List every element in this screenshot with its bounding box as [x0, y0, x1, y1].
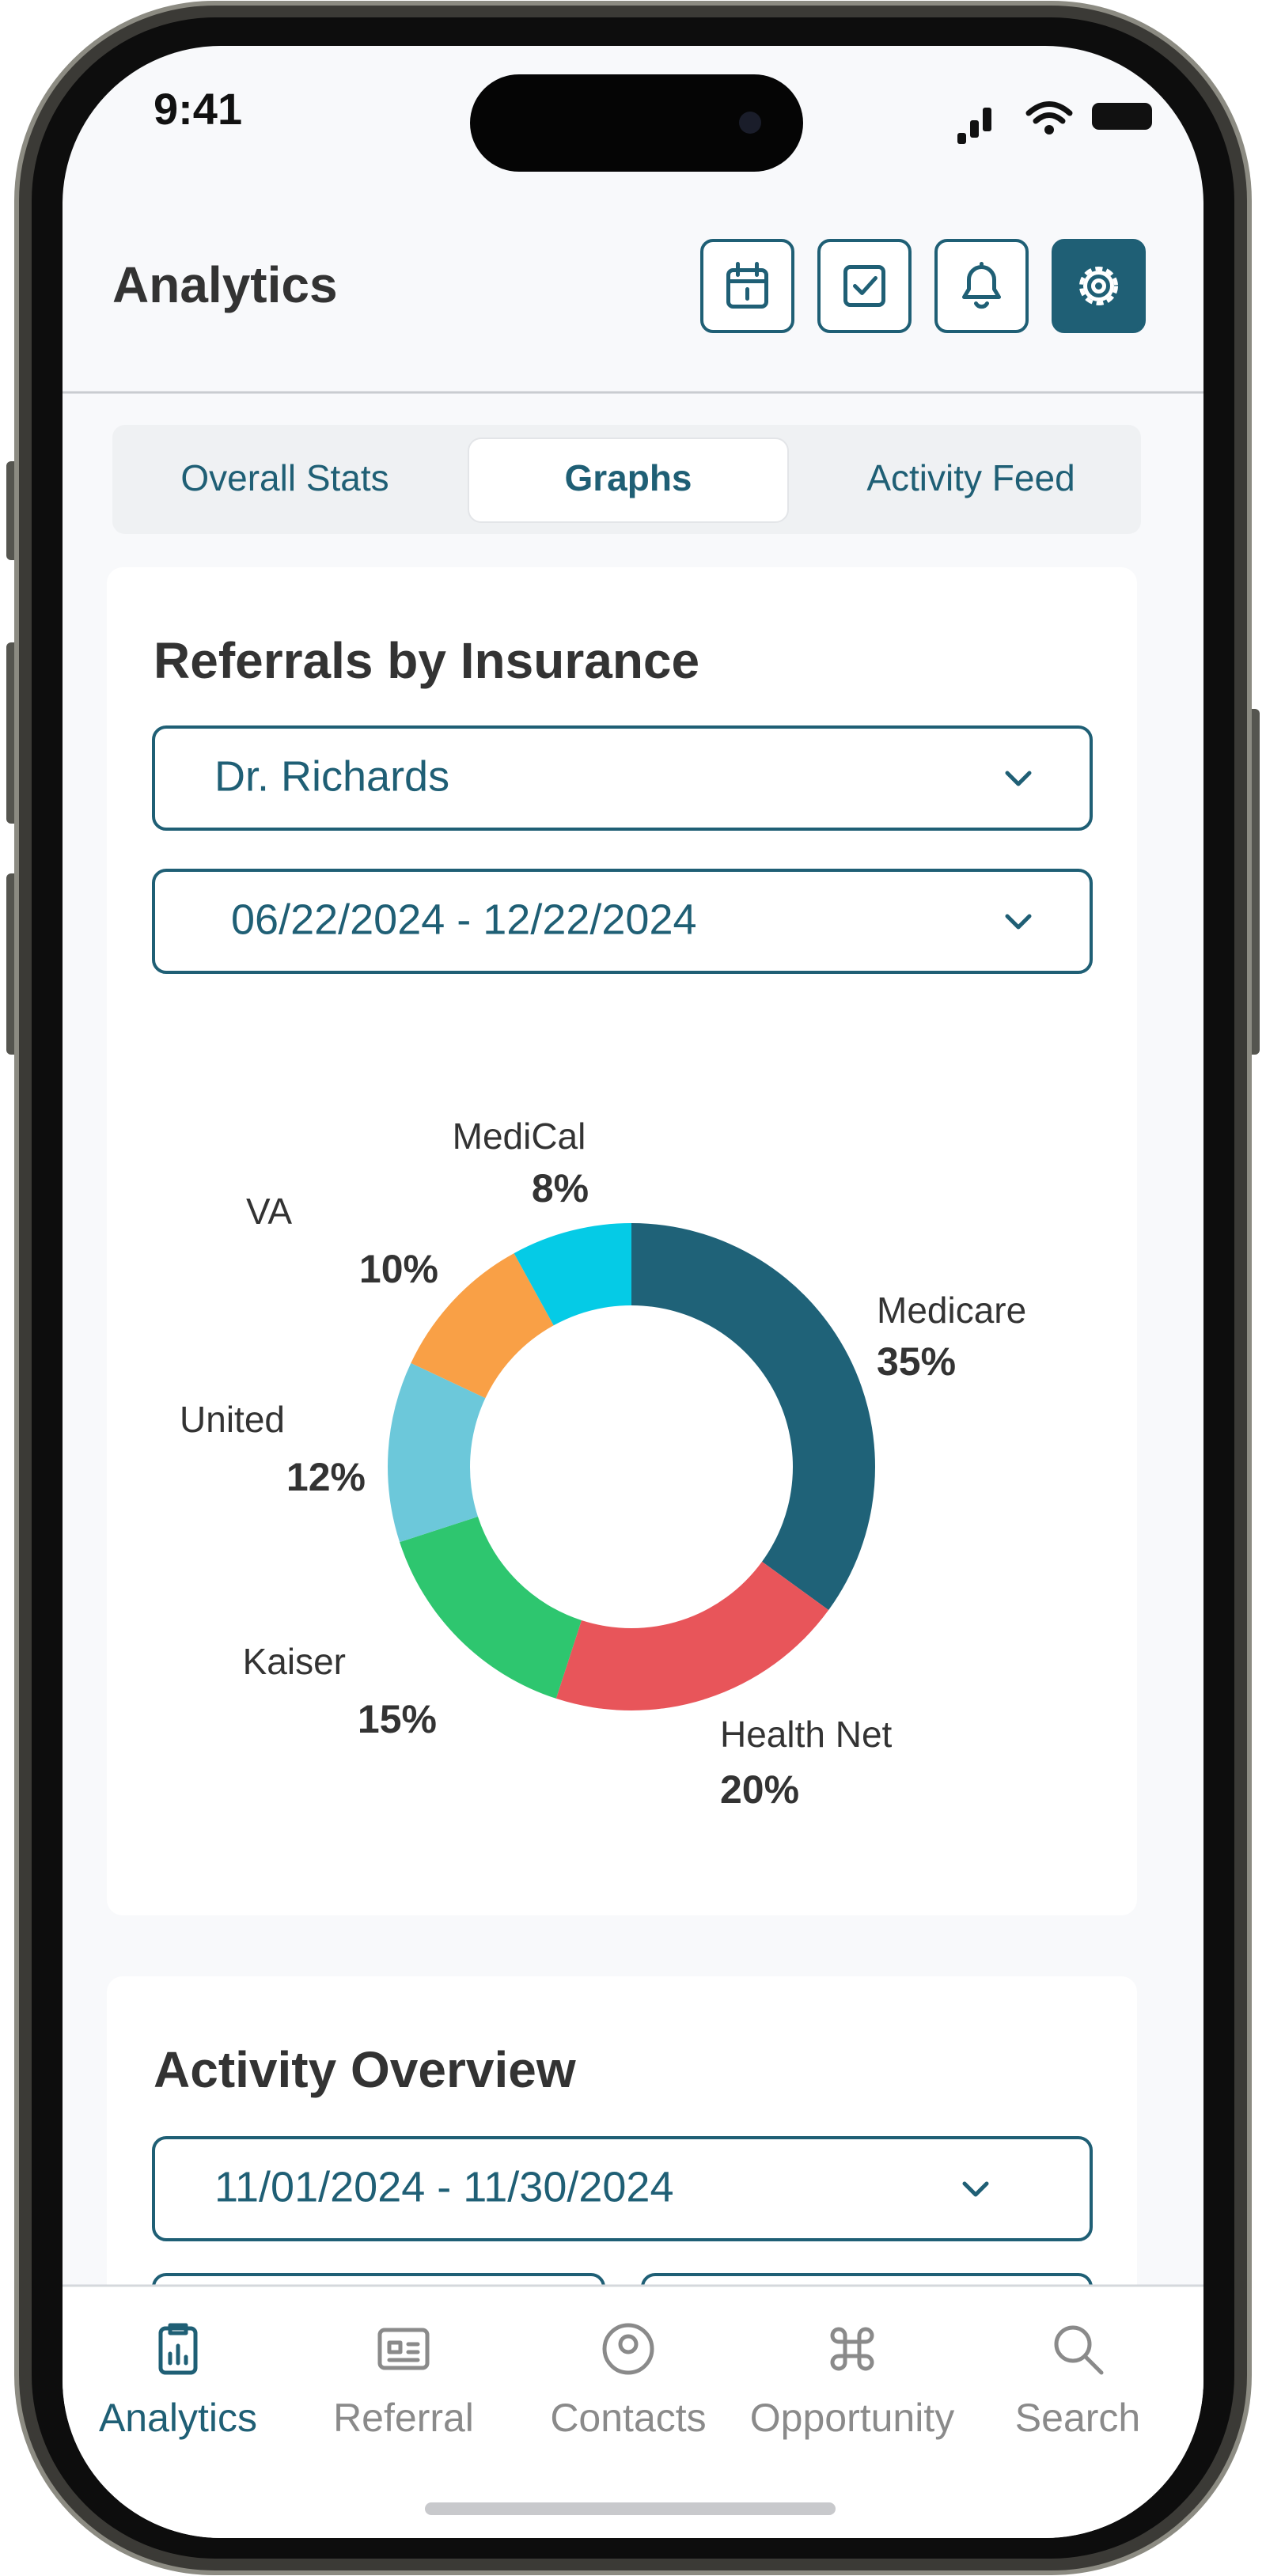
dropdown-value: 11/01/2024 - 11/30/2024 [214, 2163, 674, 2210]
pie-slice [400, 1517, 582, 1699]
pie-slice [631, 1223, 875, 1611]
signal-bar [983, 108, 991, 131]
active-tab [468, 438, 789, 523]
card-title: Referrals by Insurance [154, 632, 699, 689]
dropdown[interactable]: 11/01/2024 - 11/30/2024 [152, 2136, 1093, 2241]
nav-icon [618, 2334, 639, 2354]
tab-label[interactable]: Graphs [564, 457, 692, 498]
pie-slice [388, 1362, 486, 1543]
chevron [962, 2181, 989, 2197]
slice-value-label: 12% [286, 1455, 366, 1499]
nav-icon [830, 2327, 874, 2371]
task-icon [843, 265, 885, 307]
icon-button-frame [1052, 239, 1146, 333]
calendar-icon [726, 268, 768, 309]
header-icon-button[interactable] [700, 239, 794, 333]
battery [1092, 103, 1152, 130]
gear-icon [1079, 267, 1118, 305]
slice-value-label: 20% [720, 1767, 799, 1812]
slice-name: MediCal [453, 1116, 586, 1157]
tab-label[interactable]: Overall Stats [180, 457, 389, 498]
camera [739, 112, 761, 134]
gear-icon [1083, 271, 1114, 301]
nav-item[interactable]: Analytics [99, 2323, 257, 2440]
slice-name: Kaiser [243, 1641, 346, 1682]
dynamic-island [470, 74, 803, 172]
nav-item[interactable]: Opportunity [750, 2327, 954, 2440]
header-icon-button[interactable] [817, 239, 912, 333]
wifi-icon [1025, 101, 1073, 124]
nav-icon [602, 2323, 654, 2375]
slice-name: Health Net [720, 1714, 893, 1755]
nav-item[interactable]: Contacts [550, 2323, 707, 2440]
card-title: Activity Overview [154, 2041, 576, 2098]
bell-icon [962, 262, 1001, 309]
icon-button-frame [700, 239, 794, 333]
slice-name: VA [246, 1191, 292, 1232]
pie-slice [555, 1561, 829, 1710]
chevron [1005, 771, 1032, 786]
slice-value-label: 15% [358, 1697, 437, 1741]
icon-button-frame [817, 239, 912, 333]
nav-label: Referral [333, 2396, 474, 2440]
pie-slice [411, 1253, 554, 1399]
nav-icon [158, 2326, 198, 2375]
header-icon-button[interactable] [934, 239, 1029, 333]
nav-icon [377, 2328, 430, 2370]
bottom-nav [63, 2286, 1203, 2538]
gear-icon [1091, 278, 1106, 294]
dropdown[interactable]: Dr. Richards [152, 725, 1093, 831]
slice-name: Medicare [877, 1290, 1026, 1331]
nav-icon [1082, 2354, 1104, 2375]
nav-label: Opportunity [750, 2396, 954, 2440]
dropdown-value: 06/22/2024 - 12/22/2024 [231, 896, 697, 943]
chevron [1005, 914, 1032, 930]
page-title: Analytics [112, 256, 338, 313]
dropdown-frame [152, 869, 1093, 974]
screen: 9:41 Analytics Overall Stats Graphs Activity… [63, 46, 1203, 2538]
icon-button-frame [934, 239, 1029, 333]
wifi-dot [1044, 125, 1054, 134]
slice-value-label: 8% [532, 1166, 589, 1210]
nav-item[interactable]: Referral [333, 2328, 474, 2440]
nav-label: Search [1015, 2396, 1140, 2440]
dropdown-frame [152, 725, 1093, 831]
signal-bar [957, 133, 966, 144]
dropdown-value: Dr. Richards [214, 752, 449, 800]
slice-value-label: 35% [877, 1339, 956, 1384]
signal-bar [970, 120, 979, 138]
status-time: 9:41 [154, 84, 242, 134]
task-icon [853, 276, 877, 295]
tab-label[interactable]: Activity Feed [866, 457, 1075, 498]
header-icon-button[interactable] [1052, 239, 1146, 333]
dropdown-frame [152, 2136, 1093, 2241]
nav-label: Analytics [99, 2396, 257, 2440]
dropdown[interactable]: 06/22/2024 - 12/22/2024 [152, 869, 1093, 974]
nav-item[interactable]: Search [1015, 2325, 1140, 2440]
slice-name: United [180, 1399, 285, 1440]
calendar-icon [726, 262, 768, 301]
nav-icon [387, 2340, 420, 2362]
slice-value-label: 10% [359, 1247, 438, 1291]
nav-icon [1054, 2325, 1092, 2363]
home-indicator [425, 2502, 836, 2515]
pie-slice [514, 1223, 631, 1326]
nav-icon [168, 2323, 188, 2366]
nav-label: Contacts [550, 2396, 706, 2440]
